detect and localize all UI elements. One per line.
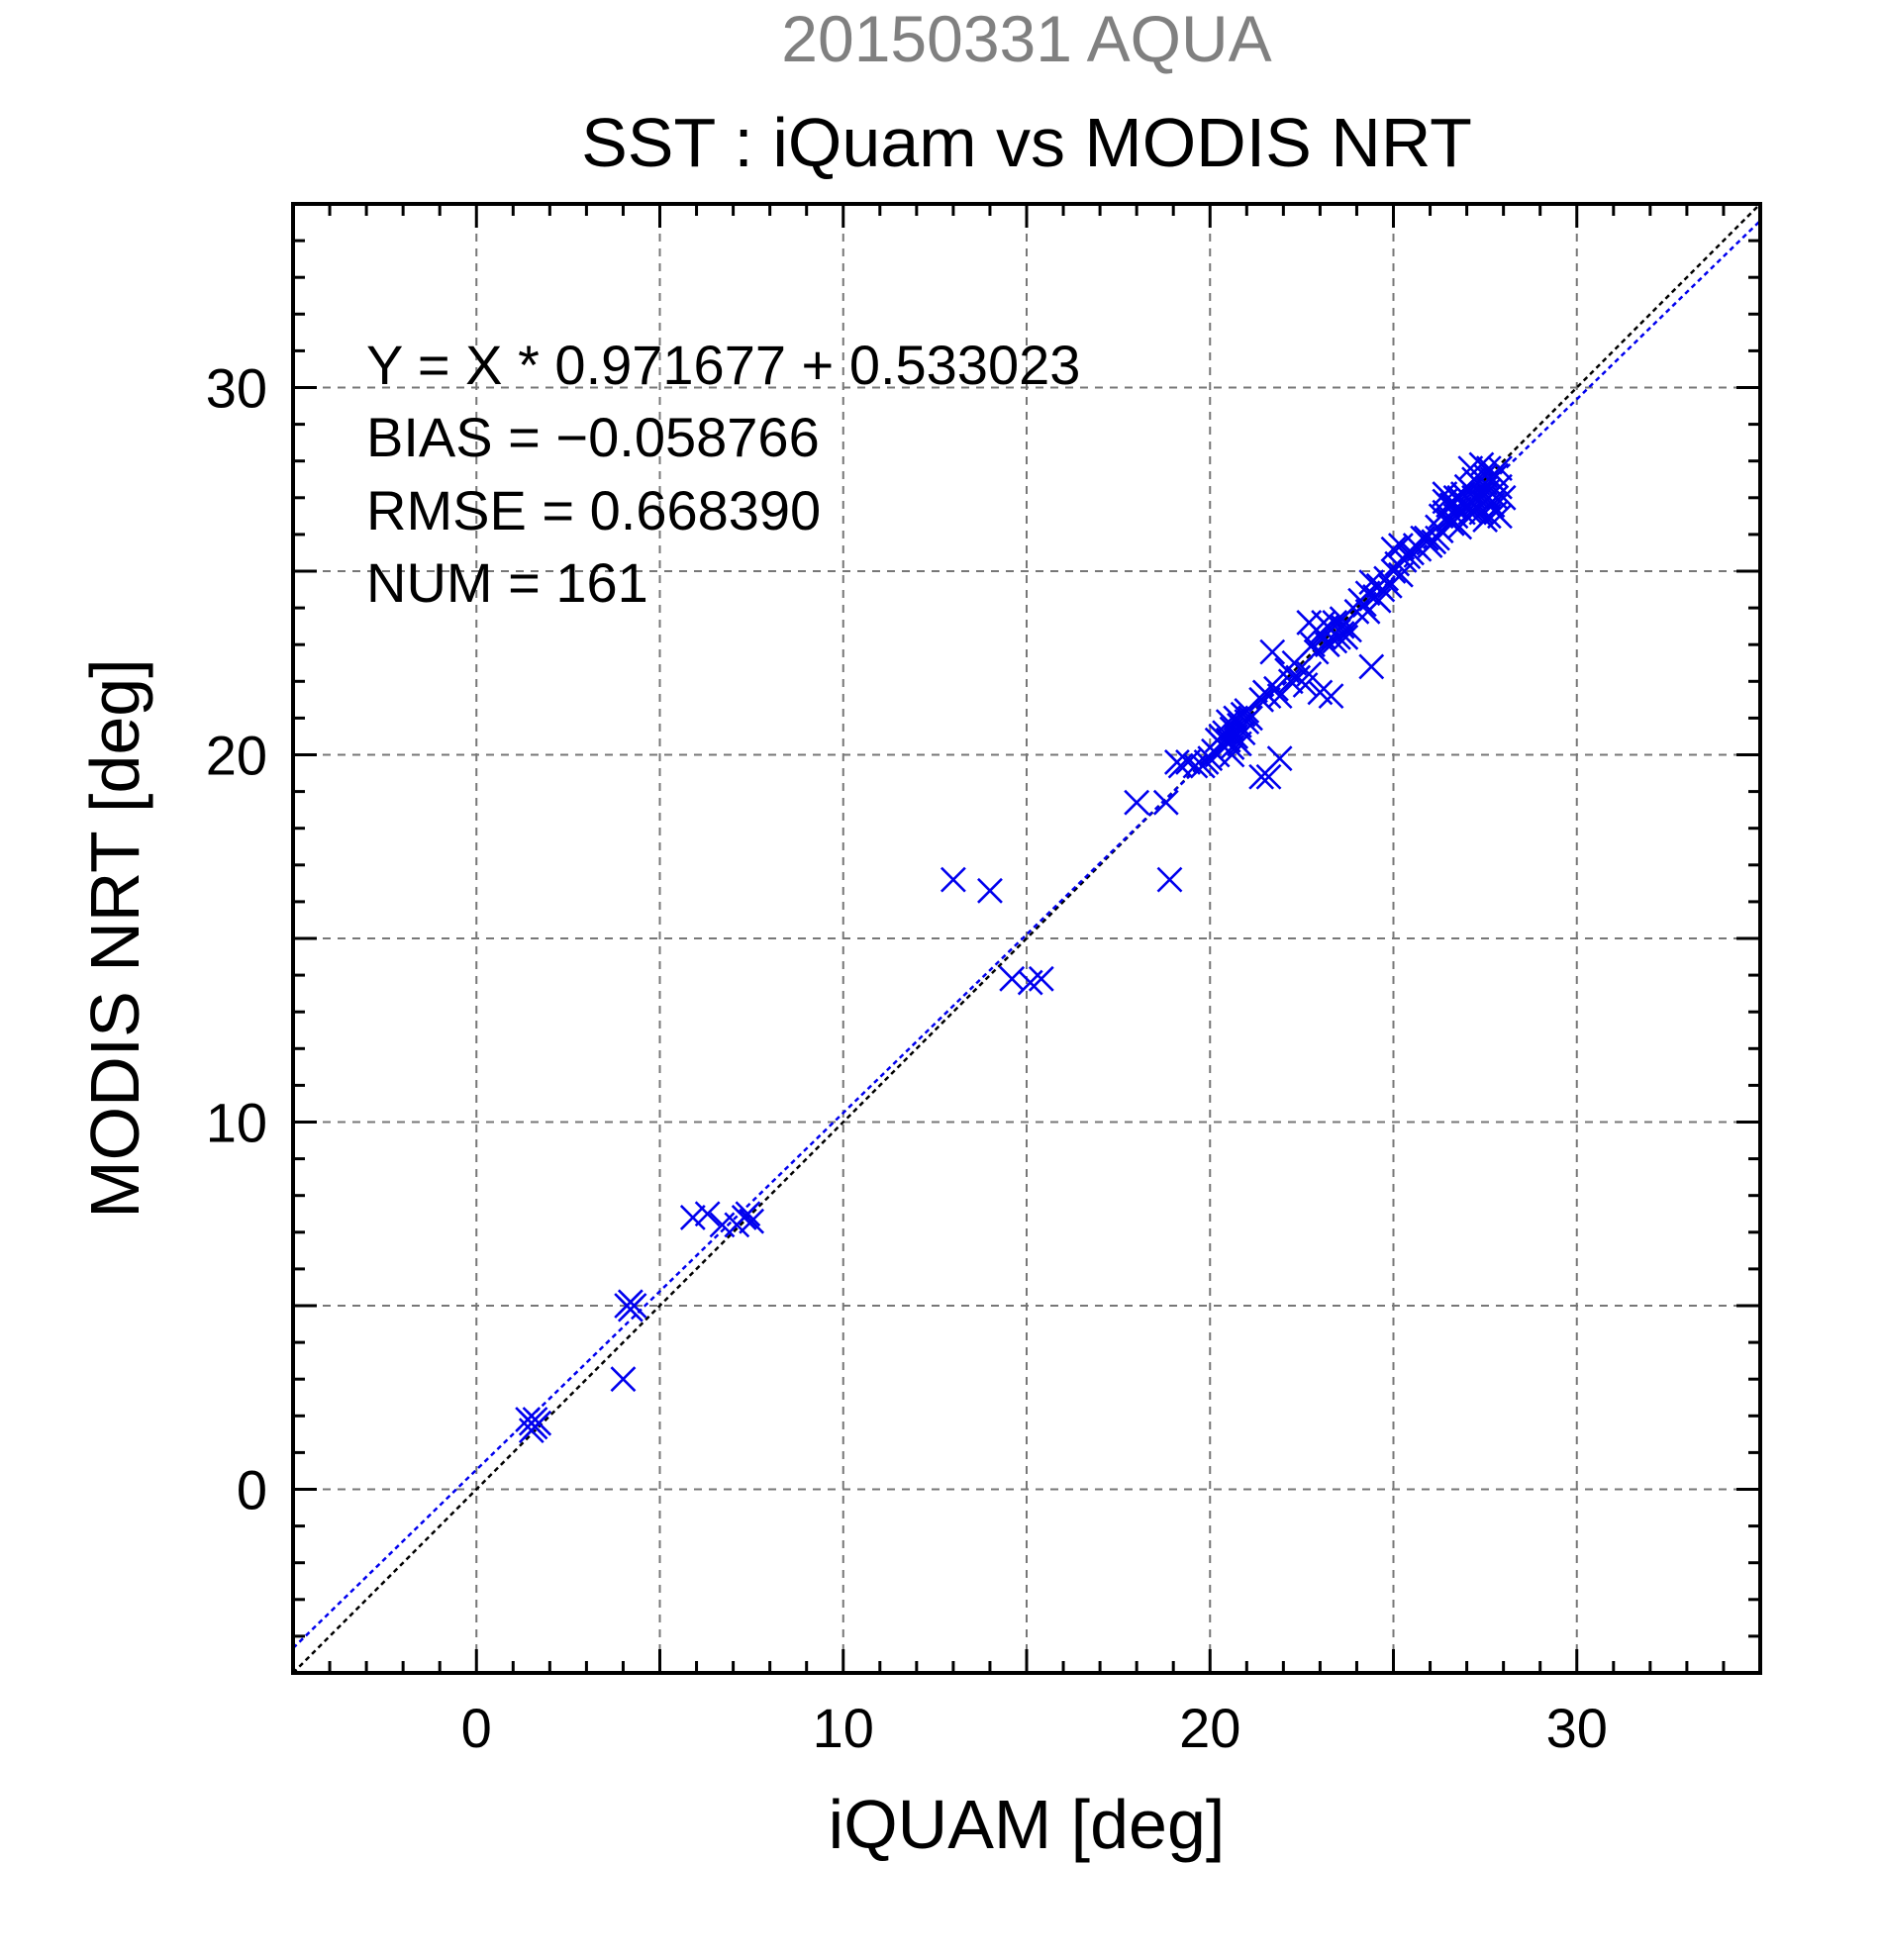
data-point xyxy=(709,1212,736,1238)
data-point xyxy=(522,1407,548,1432)
data-point xyxy=(679,1205,706,1230)
data-point xyxy=(617,1289,644,1316)
num-annotation: NUM = 161 xyxy=(366,551,648,614)
data-point xyxy=(1425,525,1450,551)
data-point xyxy=(1259,638,1286,665)
data-point xyxy=(1461,492,1487,519)
grid-lines xyxy=(293,204,1760,1673)
data-point xyxy=(1475,484,1502,511)
x-tick-label: 0 xyxy=(461,1697,492,1759)
fit-equation: Y = X * 0.971677 + 0.533023 xyxy=(366,334,1080,396)
data-point xyxy=(999,965,1026,992)
data-point xyxy=(1457,477,1484,504)
data-point xyxy=(1204,727,1231,753)
bias-annotation: BIAS = −0.058766 xyxy=(366,406,820,468)
identity-line xyxy=(293,204,1760,1673)
data-points xyxy=(515,451,1517,1444)
data-point xyxy=(1318,683,1344,710)
data-point xyxy=(1387,561,1414,588)
data-point xyxy=(1428,503,1454,530)
data-point xyxy=(1358,653,1385,680)
x-axis-label: iQUAM [deg] xyxy=(829,1786,1226,1863)
y-tick-label: 20 xyxy=(206,725,267,787)
data-point xyxy=(1230,720,1256,746)
data-point xyxy=(1175,749,1201,775)
x-tick-label: 20 xyxy=(1179,1697,1240,1759)
y-axis-label: MODIS NRT [deg] xyxy=(76,658,153,1218)
chart-subtitle: 20150331 AQUA xyxy=(781,2,1271,75)
data-point xyxy=(1028,965,1054,992)
data-point xyxy=(1472,470,1499,496)
plot-frame xyxy=(291,202,1762,1675)
data-point xyxy=(610,1366,637,1393)
data-point xyxy=(940,866,966,893)
x-tick-label: 10 xyxy=(813,1697,874,1759)
data-point xyxy=(1266,745,1293,772)
data-point xyxy=(977,877,1003,904)
data-point xyxy=(739,1208,765,1234)
data-point xyxy=(1399,539,1425,566)
data-point xyxy=(735,1201,761,1227)
y-tick-label: 30 xyxy=(206,357,267,420)
y-tick-labels: 0 10 20 30 xyxy=(206,357,267,1521)
data-point xyxy=(1296,660,1323,687)
y-tick-label: 0 xyxy=(237,1459,267,1521)
data-point xyxy=(1483,462,1510,489)
stats-annotations: Y = X * 0.971677 + 0.533023 BIAS = −0.05… xyxy=(366,334,1080,614)
data-point xyxy=(1314,632,1340,658)
x-tick-label: 30 xyxy=(1546,1697,1608,1759)
data-point xyxy=(1365,587,1392,614)
rmse-annotation: RMSE = 0.668390 xyxy=(366,479,821,541)
y-tick-label: 10 xyxy=(206,1092,267,1154)
data-point xyxy=(1432,488,1458,515)
data-point xyxy=(1255,763,1282,790)
data-point xyxy=(1124,789,1150,816)
data-point xyxy=(1263,675,1289,702)
data-point xyxy=(1152,789,1179,816)
x-tick-labels: 0 10 20 30 xyxy=(461,1697,1608,1759)
data-point xyxy=(1322,610,1348,636)
data-point xyxy=(1156,866,1183,893)
data-point xyxy=(1475,503,1502,530)
data-point xyxy=(694,1201,721,1227)
chart-title: SST : iQuam vs MODIS NRT xyxy=(581,104,1472,181)
data-point xyxy=(1238,705,1263,732)
